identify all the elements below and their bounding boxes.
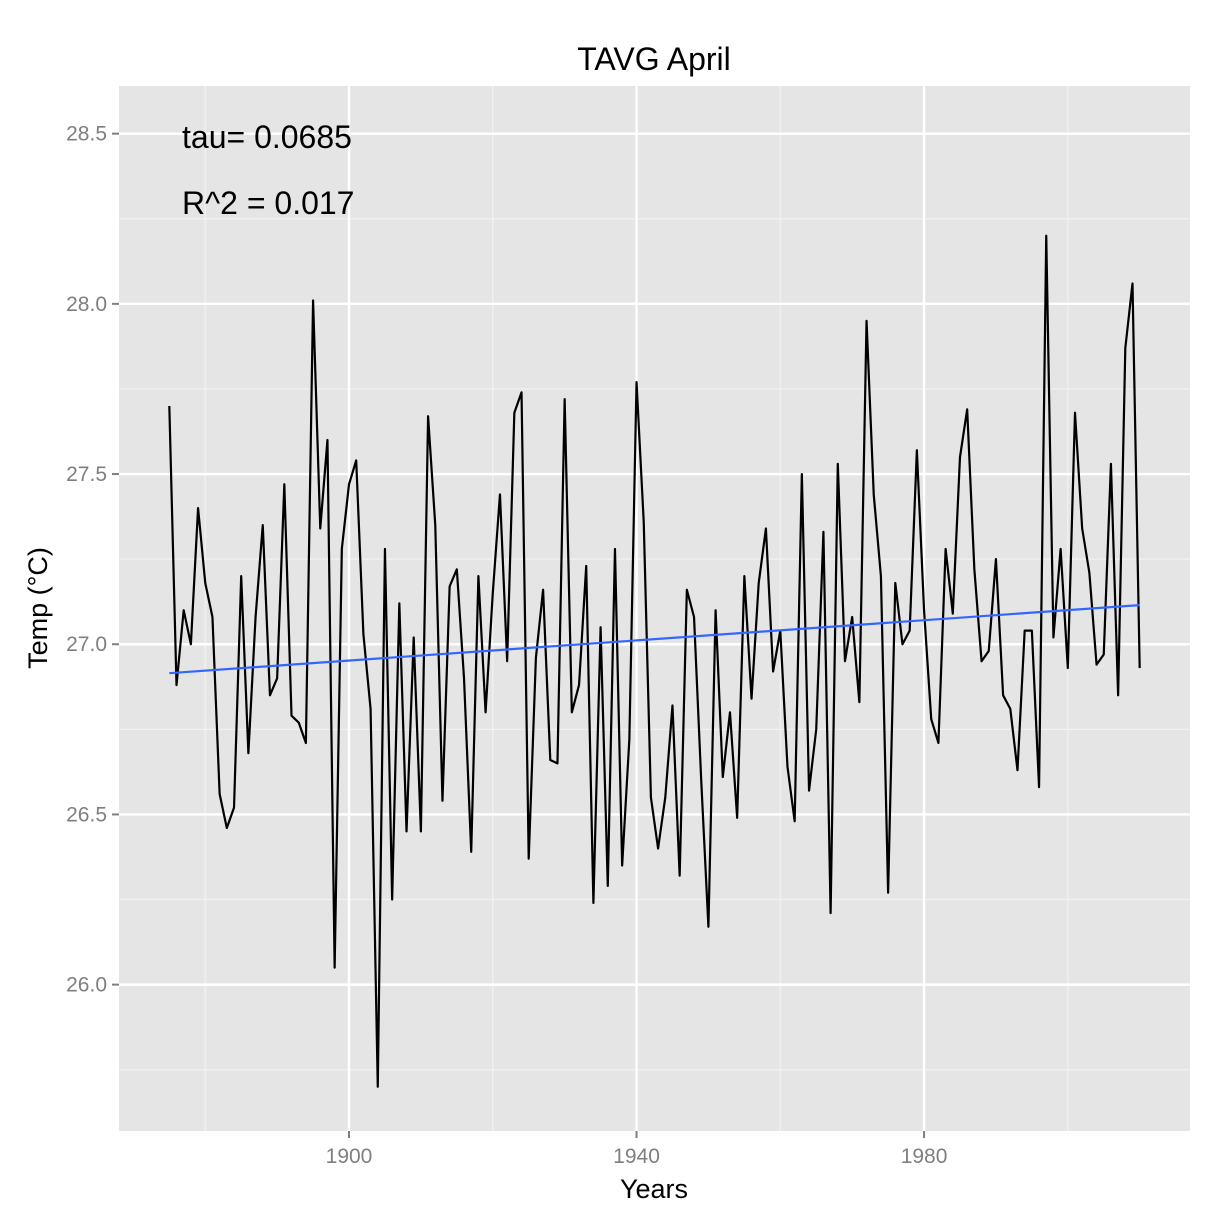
trend-line: [169, 604, 1140, 675]
y-tick-label: 27.5: [66, 463, 107, 486]
annotation-tau: tau= 0.0685: [182, 119, 352, 155]
y-tick-label: 28.0: [66, 293, 107, 316]
chart-title: TAVG April: [577, 41, 731, 77]
major-gridlines: [119, 86, 1190, 1131]
y-tick-label: 27.0: [66, 633, 107, 656]
y-tick-label: 26.0: [66, 974, 107, 997]
annotation-r2: R^2 = 0.017: [182, 185, 354, 221]
y-axis-title: Temp (°C): [23, 547, 53, 669]
series-layer: [168, 234, 1141, 1088]
x-tick-label: 1980: [901, 1145, 948, 1168]
x-axis-title: Years: [620, 1174, 688, 1204]
series-temperature-line: [168, 234, 1141, 1088]
y-tick-label: 28.5: [66, 123, 107, 146]
plot-panel: [119, 86, 1190, 1131]
x-axis: 1900 1940 1980: [326, 1131, 948, 1168]
x-tick-label: 1940: [613, 1145, 660, 1168]
x-tick-label: 1900: [326, 1145, 373, 1168]
y-tick-label: 26.5: [66, 803, 107, 826]
y-axis: 26.0 26.5 27.0 27.5 28.0 28.5: [66, 123, 119, 997]
plot-area: tau= 0.0685 R^2 = 0.017: [119, 86, 1190, 1131]
minor-gridlines: [119, 86, 1190, 1131]
